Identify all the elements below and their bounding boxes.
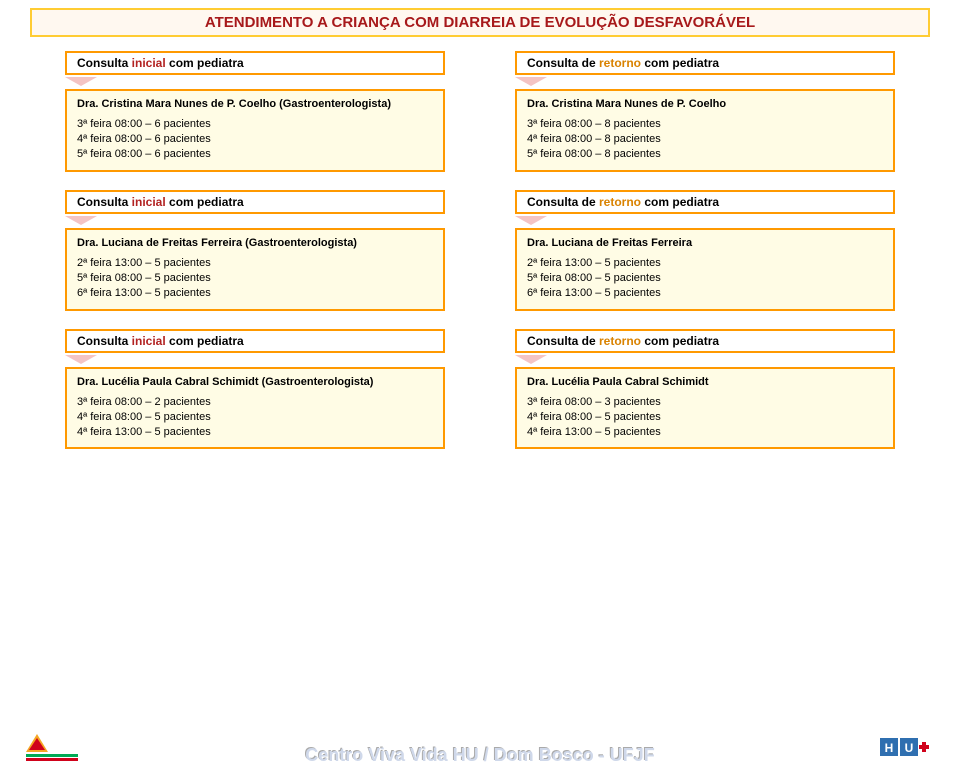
detail-left-1: Dra. Luciana de Freitas Ferreira (Gastro… — [65, 228, 445, 311]
return-consult-label: Consulta de retorno com pediatra — [515, 190, 895, 214]
doctor-name: Dra. Luciana de Freitas Ferreira — [527, 236, 883, 250]
arrow-down-icon — [65, 77, 97, 86]
return-consult-label: Consulta de retorno com pediatra — [515, 329, 895, 353]
schedule-lines: 3ª feira 08:00 – 3 pacientes 4ª feira 08… — [527, 395, 883, 440]
section-right-0: Consulta de retorno com pediatra Dra. Cr… — [515, 51, 895, 184]
section-left-2: Consulta inicial com pediatra Dra. Lucél… — [65, 329, 445, 462]
arrow-down-icon — [65, 216, 97, 225]
schedule-lines: 3ª feira 08:00 – 2 pacientes 4ª feira 08… — [77, 395, 433, 440]
arrow-down-icon — [515, 355, 547, 364]
arrow-down-icon — [515, 77, 547, 86]
section-left-0: Consulta inicial com pediatra Dra. Crist… — [65, 51, 445, 184]
detail-right-1: Dra. Luciana de Freitas Ferreira 2ª feir… — [515, 228, 895, 311]
page-title-bar: ATENDIMENTO A CRIANÇA COM DIARREIA DE EV… — [30, 8, 930, 37]
doctor-name: Dra. Luciana de Freitas Ferreira (Gastro… — [77, 236, 433, 250]
left-column: Consulta inicial com pediatra Dra. Crist… — [65, 51, 445, 467]
footer-text: Centro Viva Vida HU / Dom Bosco - UFJF — [0, 745, 960, 766]
initial-consult-label: Consulta inicial com pediatra — [65, 51, 445, 75]
detail-left-2: Dra. Lucélia Paula Cabral Schimidt (Gast… — [65, 367, 445, 450]
section-right-2: Consulta de retorno com pediatra Dra. Lu… — [515, 329, 895, 462]
section-right-1: Consulta de retorno com pediatra Dra. Lu… — [515, 190, 895, 323]
detail-right-0: Dra. Cristina Mara Nunes de P. Coelho 3ª… — [515, 89, 895, 172]
arrow-down-icon — [515, 216, 547, 225]
schedule-lines: 3ª feira 08:00 – 6 pacientes 4ª feira 08… — [77, 117, 433, 162]
page-title: ATENDIMENTO A CRIANÇA COM DIARREIA DE EV… — [32, 14, 928, 31]
initial-consult-label: Consulta inicial com pediatra — [65, 190, 445, 214]
initial-consult-label: Consulta inicial com pediatra — [65, 329, 445, 353]
content-columns: Consulta inicial com pediatra Dra. Crist… — [0, 51, 960, 467]
schedule-lines: 2ª feira 13:00 – 5 pacientes 5ª feira 08… — [77, 256, 433, 301]
detail-right-2: Dra. Lucélia Paula Cabral Schimidt 3ª fe… — [515, 367, 895, 450]
doctor-name: Dra. Lucélia Paula Cabral Schimidt — [527, 375, 883, 389]
arrow-down-icon — [65, 355, 97, 364]
schedule-lines: 3ª feira 08:00 – 8 pacientes 4ª feira 08… — [527, 117, 883, 162]
detail-left-0: Dra. Cristina Mara Nunes de P. Coelho (G… — [65, 89, 445, 172]
return-consult-label: Consulta de retorno com pediatra — [515, 51, 895, 75]
doctor-name: Dra. Cristina Mara Nunes de P. Coelho — [527, 97, 883, 111]
doctor-name: Dra. Cristina Mara Nunes de P. Coelho (G… — [77, 97, 433, 111]
doctor-name: Dra. Lucélia Paula Cabral Schimidt (Gast… — [77, 375, 433, 389]
section-left-1: Consulta inicial com pediatra Dra. Lucia… — [65, 190, 445, 323]
schedule-lines: 2ª feira 13:00 – 5 pacientes 5ª feira 08… — [527, 256, 883, 301]
right-column: Consulta de retorno com pediatra Dra. Cr… — [515, 51, 895, 467]
